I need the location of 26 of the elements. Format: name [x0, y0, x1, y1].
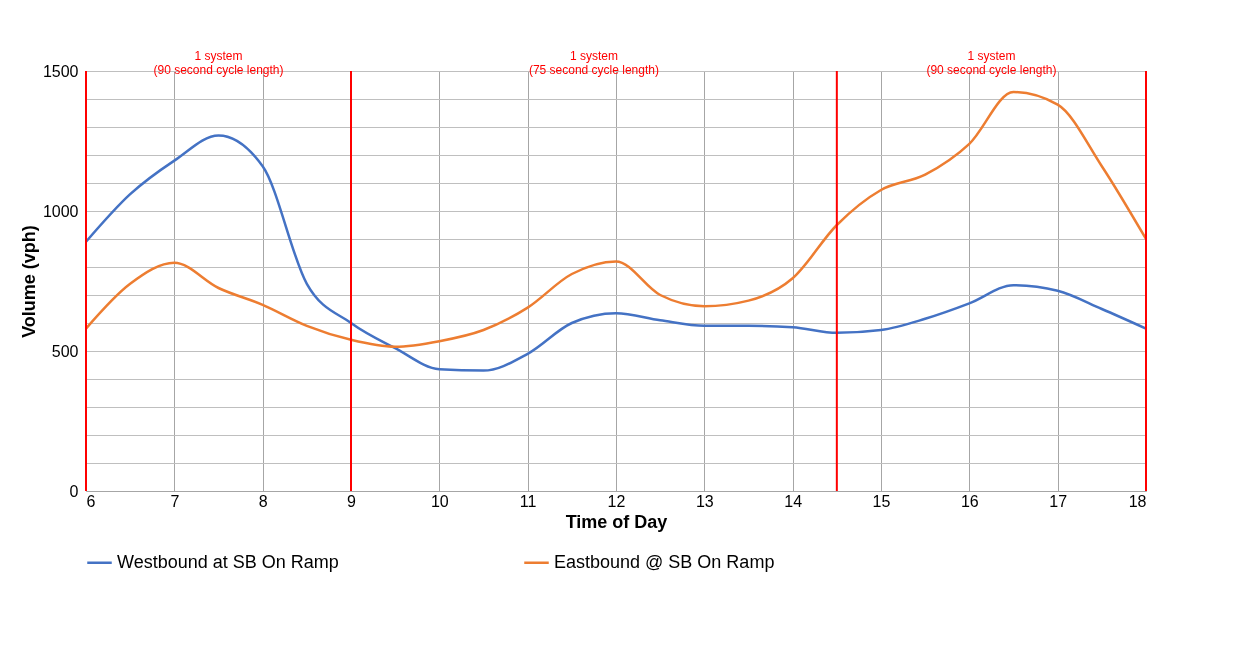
x-tick-label: 12 — [607, 492, 626, 510]
x-tick-label: 16 — [960, 492, 979, 510]
x-tick-label: 9 — [347, 492, 357, 510]
annotation: 1 system (75 second cycle length) — [528, 49, 659, 77]
y-tick-label: 500 — [51, 342, 79, 360]
y-axis-title: Volume (vph) — [18, 225, 39, 338]
x-tick-label: 6 — [86, 492, 96, 510]
x-tick-label: 10 — [430, 492, 449, 510]
y-tick-label: 1500 — [42, 62, 79, 80]
legend-label: Westbound at SB On Ramp — [117, 551, 339, 572]
line-series — [84, 90, 1148, 349]
line-series — [84, 134, 1148, 372]
legend-label: Eastbound @ SB On Ramp — [554, 551, 775, 572]
x-tick-label: 8 — [258, 492, 268, 510]
x-tick-label: 14 — [784, 492, 803, 510]
x-tick-label: 17 — [1049, 492, 1068, 510]
x-tick-label: 11 — [519, 492, 537, 510]
annotation: 1 system (90 second cycle length) — [153, 49, 284, 77]
x-tick-label: 18 — [1128, 492, 1147, 510]
y-tick-label: 0 — [69, 482, 79, 500]
y-tick-label: 1000 — [42, 202, 79, 220]
x-tick-label: 13 — [695, 492, 714, 510]
x-axis-title: Time of Day — [565, 511, 668, 532]
x-tick-label: 15 — [872, 492, 891, 510]
annotation: 1 system (90 second cycle length) — [926, 49, 1057, 77]
x-tick-label: 7 — [170, 492, 180, 510]
